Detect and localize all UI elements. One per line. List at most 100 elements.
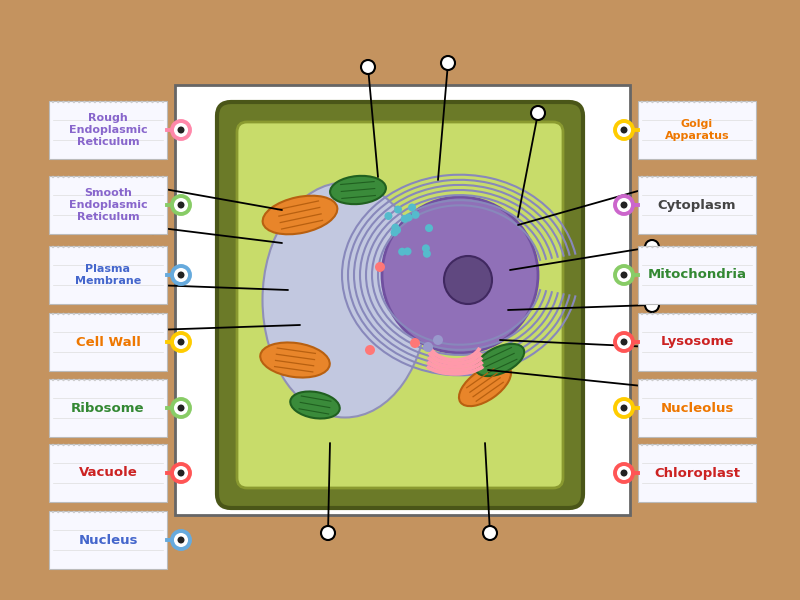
Circle shape <box>157 379 159 381</box>
Circle shape <box>162 313 164 315</box>
Circle shape <box>725 313 727 315</box>
Circle shape <box>704 313 706 315</box>
Circle shape <box>678 176 680 178</box>
Circle shape <box>125 313 127 315</box>
Circle shape <box>645 180 659 194</box>
Circle shape <box>740 379 742 381</box>
Circle shape <box>672 313 674 315</box>
Circle shape <box>73 313 75 315</box>
Circle shape <box>662 101 664 103</box>
Circle shape <box>667 101 670 103</box>
Circle shape <box>99 313 102 315</box>
Circle shape <box>725 101 727 103</box>
Circle shape <box>615 121 633 139</box>
Circle shape <box>645 380 659 394</box>
Circle shape <box>740 101 742 103</box>
Circle shape <box>120 176 122 178</box>
Circle shape <box>94 379 96 381</box>
Circle shape <box>746 176 748 178</box>
Circle shape <box>657 313 659 315</box>
Circle shape <box>146 379 149 381</box>
Circle shape <box>667 246 670 248</box>
Circle shape <box>382 197 538 353</box>
Bar <box>638 176 756 234</box>
Circle shape <box>735 379 738 381</box>
Circle shape <box>645 340 659 354</box>
Circle shape <box>83 176 86 178</box>
Circle shape <box>615 333 633 351</box>
Circle shape <box>693 444 695 446</box>
Circle shape <box>114 176 117 178</box>
Circle shape <box>89 444 91 446</box>
Circle shape <box>157 511 159 513</box>
Circle shape <box>67 379 70 381</box>
Circle shape <box>704 246 706 248</box>
Text: Vacuole: Vacuole <box>78 467 138 479</box>
Circle shape <box>120 511 122 513</box>
Circle shape <box>151 313 154 315</box>
Circle shape <box>99 246 102 248</box>
Circle shape <box>385 212 393 220</box>
Circle shape <box>62 379 65 381</box>
Circle shape <box>682 101 685 103</box>
Circle shape <box>104 379 106 381</box>
Circle shape <box>657 176 659 178</box>
Circle shape <box>57 444 59 446</box>
Circle shape <box>719 246 722 248</box>
Circle shape <box>444 256 492 304</box>
Circle shape <box>682 379 685 381</box>
Circle shape <box>110 246 112 248</box>
Circle shape <box>646 379 649 381</box>
Circle shape <box>714 246 717 248</box>
Circle shape <box>688 313 690 315</box>
Circle shape <box>67 101 70 103</box>
Circle shape <box>730 313 732 315</box>
Circle shape <box>114 313 117 315</box>
Text: Plasma
Membrane: Plasma Membrane <box>75 264 141 286</box>
Circle shape <box>725 444 727 446</box>
Circle shape <box>162 379 164 381</box>
Circle shape <box>621 469 627 476</box>
Circle shape <box>672 176 674 178</box>
Ellipse shape <box>290 391 340 419</box>
Circle shape <box>114 444 117 446</box>
Bar <box>49 313 167 371</box>
Ellipse shape <box>330 176 386 204</box>
Circle shape <box>78 511 80 513</box>
Circle shape <box>719 176 722 178</box>
Circle shape <box>678 444 680 446</box>
Circle shape <box>136 176 138 178</box>
Circle shape <box>704 176 706 178</box>
Circle shape <box>719 313 722 315</box>
Circle shape <box>423 342 433 352</box>
Circle shape <box>83 511 86 513</box>
Circle shape <box>151 511 154 513</box>
Text: Rough
Endoplasmic
Reticulum: Rough Endoplasmic Reticulum <box>69 113 147 147</box>
Circle shape <box>714 313 717 315</box>
Circle shape <box>410 338 420 348</box>
Circle shape <box>89 511 91 513</box>
Ellipse shape <box>476 344 524 376</box>
Circle shape <box>99 101 102 103</box>
Text: Nucleus: Nucleus <box>78 533 138 547</box>
Circle shape <box>136 511 138 513</box>
Circle shape <box>178 469 185 476</box>
Circle shape <box>178 338 185 346</box>
Circle shape <box>688 246 690 248</box>
Circle shape <box>89 246 91 248</box>
Circle shape <box>146 323 160 337</box>
Circle shape <box>157 444 159 446</box>
Circle shape <box>57 511 59 513</box>
Bar <box>49 511 167 569</box>
Circle shape <box>662 246 664 248</box>
Circle shape <box>750 246 754 248</box>
Circle shape <box>704 444 706 446</box>
Circle shape <box>688 379 690 381</box>
Circle shape <box>641 246 643 248</box>
Circle shape <box>104 101 106 103</box>
Circle shape <box>73 246 75 248</box>
Circle shape <box>62 444 65 446</box>
Circle shape <box>125 246 127 248</box>
Circle shape <box>646 246 649 248</box>
Circle shape <box>735 246 738 248</box>
